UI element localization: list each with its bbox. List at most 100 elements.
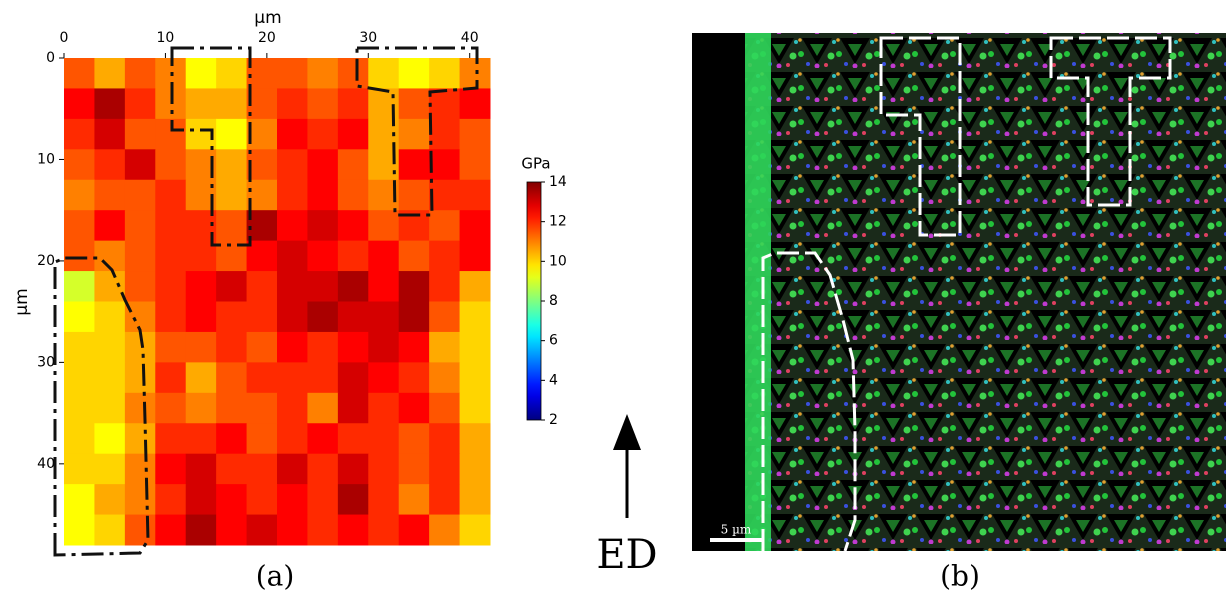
heatmap-cell — [216, 149, 248, 181]
heatmap-cell — [277, 331, 308, 363]
heatmap-cell — [337, 58, 369, 89]
heatmap-cell — [368, 484, 400, 516]
heatmap-cell — [155, 453, 187, 485]
heatmap-cell — [216, 88, 248, 120]
heatmap-cell — [94, 301, 126, 333]
heatmap-cell — [307, 179, 339, 211]
direction-label: ED — [596, 532, 657, 578]
x-tick-label: 40 — [461, 30, 479, 46]
heatmap-cell — [124, 392, 156, 424]
heatmap-cell — [155, 271, 187, 302]
heatmap-cell — [337, 179, 369, 211]
heatmap-cell — [398, 149, 430, 181]
heatmap-cell — [246, 362, 278, 394]
heatmap-cell — [155, 484, 187, 516]
heatmap-cell — [155, 331, 187, 363]
heatmap-cell — [155, 240, 187, 272]
heatmap-cell — [337, 149, 369, 181]
heatmap-cell — [246, 423, 278, 455]
heatmap-cell — [64, 240, 95, 272]
heatmap-cell — [155, 149, 187, 181]
heatmap-cell — [368, 331, 400, 363]
x-tick-label: 0 — [60, 30, 69, 46]
heatmap-cell — [124, 179, 156, 211]
heatmap-cell — [459, 240, 491, 272]
heatmap-cell — [185, 423, 217, 455]
heatmap-cell — [277, 179, 308, 211]
heatmap-cell — [277, 453, 308, 485]
heatmap-cell — [307, 240, 339, 272]
heatmap-cell — [307, 514, 339, 546]
heatmap-cell — [124, 88, 156, 120]
heatmap-cell — [216, 271, 248, 302]
heatmap-cell — [429, 301, 461, 333]
heatmap-cell — [459, 484, 491, 516]
heatmap-cell — [185, 58, 217, 89]
heatmap-cell — [124, 210, 156, 242]
heatmap-cell — [124, 301, 156, 333]
heatmap-cell — [429, 453, 461, 485]
ebsd-map — [692, 33, 1226, 552]
heatmap-cell — [216, 514, 248, 546]
colorbar-tick-label: 14 — [549, 174, 567, 190]
heatmap-cell — [368, 392, 400, 424]
heatmap-cell — [337, 240, 369, 272]
heatmap-cell — [277, 58, 308, 89]
heatmap-cell — [277, 240, 308, 272]
heatmap-cell — [337, 453, 369, 485]
x-axis-label: µm — [254, 8, 281, 28]
heatmap-cell — [337, 514, 369, 546]
heatmap-cell — [429, 118, 461, 150]
heatmap-cell — [246, 484, 278, 516]
heatmap-cell — [94, 88, 126, 120]
heatmap-cell — [398, 514, 430, 546]
heatmap-cell — [307, 423, 339, 455]
heatmap-cell — [277, 88, 308, 120]
heatmap-cell — [368, 301, 400, 333]
heatmap-cell — [429, 423, 461, 455]
heatmap-cell — [64, 118, 95, 150]
heatmap-cell — [459, 423, 491, 455]
colorbar-tick-label: 2 — [549, 412, 558, 428]
heatmap-cell — [185, 484, 217, 516]
heatmap-cell — [216, 301, 248, 333]
heatmap-cell — [307, 210, 339, 242]
heatmap-cell — [459, 58, 491, 89]
heatmap-cell — [398, 301, 430, 333]
heatmap-cell — [124, 271, 156, 302]
heatmap-cell — [307, 331, 339, 363]
heatmap-cell — [64, 453, 95, 485]
heatmap-cell — [307, 362, 339, 394]
heatmap-cell — [368, 362, 400, 394]
heatmap-cell — [94, 179, 126, 211]
heatmap-cell — [398, 423, 430, 455]
heatmap-cell — [459, 179, 491, 211]
heatmap-cell — [124, 362, 156, 394]
heatmap-cell — [398, 331, 430, 363]
colorbar — [526, 181, 542, 421]
heatmap-cell — [64, 331, 95, 363]
heatmap-cell — [185, 362, 217, 394]
heatmap-cell — [459, 514, 491, 546]
heatmap-cell — [368, 210, 400, 242]
heatmap-cell — [398, 484, 430, 516]
heatmap-cell — [398, 362, 430, 394]
heatmap-cell — [155, 301, 187, 333]
heatmap-cell — [429, 514, 461, 546]
heatmap-cell — [337, 118, 369, 150]
heatmap-cell — [185, 88, 217, 120]
heatmap-cell — [368, 58, 400, 89]
heatmap-cell — [277, 210, 308, 242]
heatmap-cell — [185, 301, 217, 333]
heatmap-cell — [124, 484, 156, 516]
heatmap-cell — [337, 331, 369, 363]
heatmap-cell — [307, 149, 339, 181]
heatmap-cell — [368, 514, 400, 546]
region-outlines — [53, 46, 479, 557]
heatmap-cell — [307, 88, 339, 120]
heatmap-cell — [185, 271, 217, 302]
heatmap-cell — [94, 392, 126, 424]
heatmap-cell — [185, 453, 217, 485]
heatmap-cell — [429, 484, 461, 516]
colorbar-tick-label: 12 — [549, 214, 567, 230]
